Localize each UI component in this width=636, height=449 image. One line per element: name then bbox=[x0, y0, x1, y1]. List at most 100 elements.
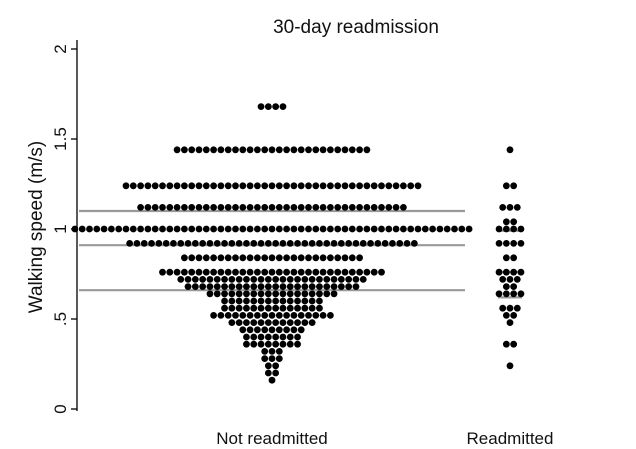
data-point bbox=[294, 304, 301, 312]
data-point bbox=[290, 146, 298, 154]
data-point bbox=[268, 348, 276, 355]
data-point bbox=[286, 276, 294, 283]
data-point bbox=[341, 225, 349, 233]
data-point bbox=[334, 225, 342, 233]
data-point bbox=[191, 240, 199, 247]
data-point bbox=[232, 254, 239, 262]
data-point bbox=[319, 204, 327, 211]
data-point bbox=[144, 225, 152, 233]
data-point bbox=[239, 146, 247, 154]
data-point bbox=[312, 204, 320, 211]
x-category-label: Readmitted bbox=[467, 429, 554, 448]
data-point bbox=[250, 276, 258, 283]
data-point bbox=[316, 290, 323, 298]
data-point bbox=[370, 268, 378, 276]
data-point bbox=[177, 276, 185, 283]
data-point bbox=[243, 304, 250, 312]
data-point bbox=[341, 204, 349, 211]
data-point bbox=[221, 304, 228, 312]
data-point bbox=[275, 182, 283, 190]
data-point bbox=[385, 182, 393, 190]
data-point bbox=[261, 326, 269, 334]
data-point bbox=[297, 254, 305, 262]
data-point bbox=[206, 290, 214, 298]
data-point bbox=[378, 268, 385, 276]
data-point bbox=[272, 297, 280, 305]
data-point bbox=[385, 204, 393, 211]
data-point bbox=[392, 182, 400, 190]
data-point bbox=[224, 204, 232, 211]
data-point bbox=[502, 182, 510, 190]
data-point bbox=[359, 240, 367, 247]
data-point bbox=[199, 283, 207, 290]
data-point bbox=[264, 362, 272, 370]
data-point bbox=[268, 204, 276, 211]
data-point bbox=[345, 283, 353, 290]
data-point bbox=[283, 204, 290, 211]
data-point bbox=[510, 225, 518, 233]
data-point bbox=[239, 204, 247, 211]
data-point bbox=[232, 312, 239, 319]
data-point bbox=[308, 319, 316, 326]
data-point bbox=[502, 254, 510, 262]
data-point bbox=[279, 290, 287, 298]
data-point bbox=[272, 319, 280, 326]
data-point bbox=[286, 297, 294, 305]
data-point bbox=[301, 276, 309, 283]
data-point bbox=[261, 204, 269, 211]
data-point bbox=[323, 290, 331, 298]
data-point bbox=[261, 182, 269, 190]
data-point bbox=[297, 146, 305, 154]
data-point bbox=[506, 304, 514, 312]
data-point bbox=[93, 225, 101, 233]
data-point bbox=[264, 240, 272, 247]
data-point bbox=[499, 276, 507, 283]
data-point bbox=[195, 268, 203, 276]
data-point bbox=[283, 225, 290, 233]
data-point bbox=[151, 204, 159, 211]
data-point bbox=[510, 240, 518, 247]
data-point bbox=[283, 254, 290, 262]
data-point bbox=[159, 182, 166, 190]
data-point bbox=[235, 283, 243, 290]
data-point bbox=[327, 254, 334, 262]
data-point bbox=[370, 204, 378, 211]
data-point bbox=[286, 304, 294, 312]
data-point bbox=[279, 240, 287, 247]
data-point bbox=[451, 225, 458, 233]
data-point bbox=[188, 146, 196, 154]
data-point bbox=[348, 268, 356, 276]
data-point bbox=[374, 240, 382, 247]
data-point bbox=[367, 240, 374, 247]
data-point bbox=[122, 225, 130, 233]
data-point bbox=[272, 304, 280, 312]
data-point bbox=[356, 182, 363, 190]
data-point bbox=[458, 225, 466, 233]
data-point bbox=[257, 283, 265, 290]
data-point bbox=[243, 340, 250, 348]
data-point bbox=[173, 182, 181, 190]
data-point bbox=[345, 240, 353, 247]
data-point bbox=[316, 304, 323, 312]
data-point bbox=[268, 376, 276, 384]
data-point bbox=[129, 182, 137, 190]
data-point bbox=[268, 254, 276, 262]
data-point bbox=[188, 254, 196, 262]
data-point bbox=[272, 369, 280, 377]
data-point bbox=[407, 225, 415, 233]
data-point bbox=[235, 304, 243, 312]
data-point bbox=[272, 340, 280, 348]
data-point bbox=[217, 204, 225, 211]
data-point bbox=[517, 268, 525, 276]
data-point bbox=[228, 304, 236, 312]
data-point bbox=[305, 312, 312, 319]
data-point bbox=[345, 276, 353, 283]
data-point bbox=[228, 297, 236, 305]
data-point bbox=[181, 254, 188, 262]
data-point bbox=[305, 182, 312, 190]
data-point bbox=[261, 355, 269, 362]
data-point bbox=[261, 348, 269, 355]
data-point bbox=[239, 182, 247, 190]
data-point bbox=[294, 240, 301, 247]
data-point bbox=[400, 182, 407, 190]
